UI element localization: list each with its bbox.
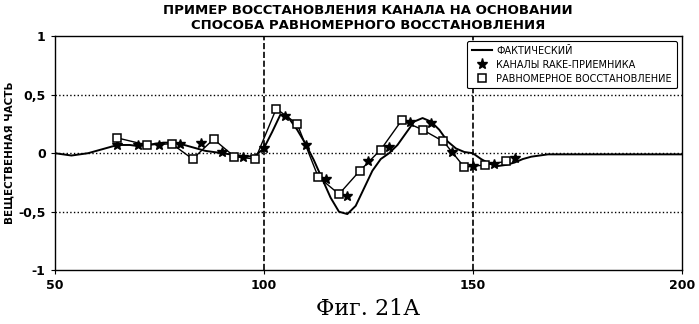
Y-axis label: ВЕЩЕСТВЕННАЯ ЧАСТЬ: ВЕЩЕСТВЕННАЯ ЧАСТЬ <box>4 82 14 225</box>
Title: ПРИМЕР ВОССТАНОВЛЕНИЯ КАНАЛА НА ОСНОВАНИИ
СПОСОБА РАВНОМЕРНОГО ВОССТАНОВЛЕНИЯ: ПРИМЕР ВОССТАНОВЛЕНИЯ КАНАЛА НА ОСНОВАНИ… <box>164 4 573 32</box>
Legend: ФАКТИЧЕСКИЙ, КАНАЛЫ RAKE-ПРИЕМНИКА, РАВНОМЕРНОЕ ВОССТАНОВЛЕНИЕ: ФАКТИЧЕСКИЙ, КАНАЛЫ RAKE-ПРИЕМНИКА, РАВН… <box>467 41 677 88</box>
X-axis label: Фиг. 21А: Фиг. 21А <box>316 298 420 320</box>
